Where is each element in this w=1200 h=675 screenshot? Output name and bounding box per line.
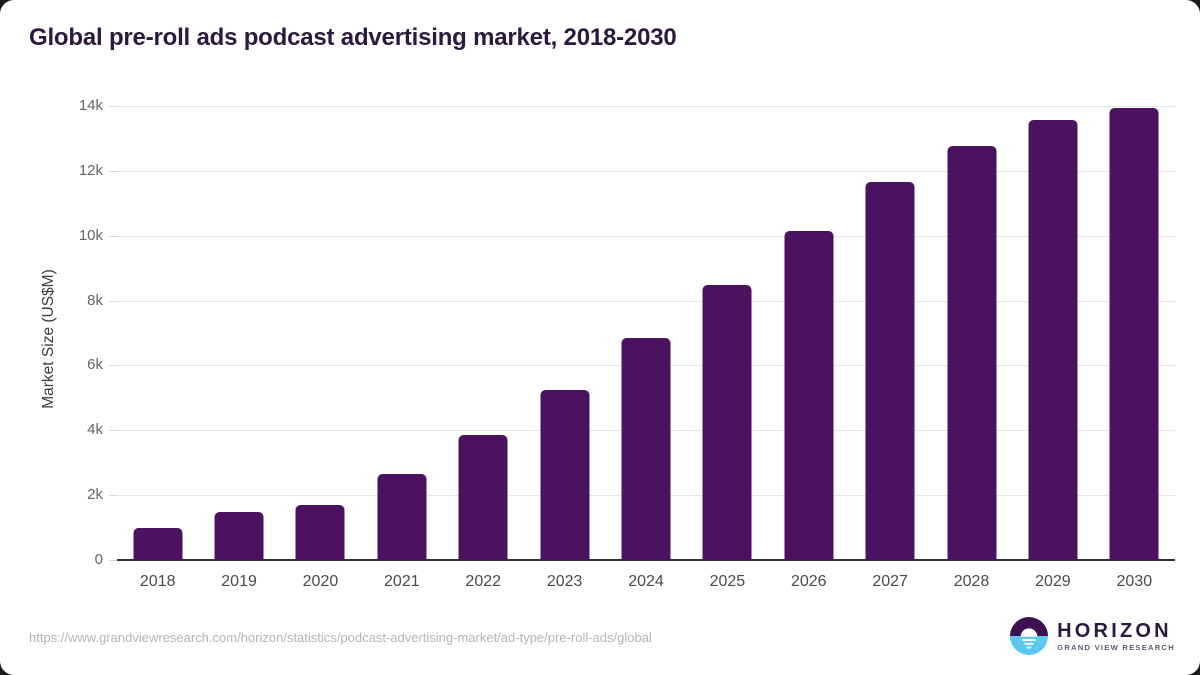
- bar-2027[interactable]: [865, 181, 915, 560]
- x-axis-tick-label-2030: 2030: [1116, 573, 1153, 590]
- x-axis-tick-label-2023: 2023: [546, 573, 583, 590]
- y-axis-tick-label: 10k: [78, 226, 103, 244]
- x-axis-line: [117, 559, 1175, 561]
- bar-2026[interactable]: [784, 231, 834, 560]
- logo-tagline: GRAND VIEW RESEARCH: [1057, 642, 1175, 652]
- y-tick-mark: [109, 430, 117, 432]
- bar-slot: [524, 106, 605, 560]
- source-url[interactable]: https://www.grandviewresearch.com/horizo…: [29, 630, 652, 645]
- y-axis-tick-label: 14k: [78, 97, 103, 114]
- bar-slot: [361, 106, 442, 560]
- y-tick-mark: [109, 300, 117, 302]
- x-axis-tick-label-2022: 2022: [465, 573, 502, 590]
- x-axis-tick-label-2028: 2028: [953, 573, 990, 590]
- y-tick-mark: [109, 106, 117, 107]
- x-axis-tick-label-2027: 2027: [872, 573, 908, 590]
- horizon-logo: HORIZON GRAND VIEW RESEARCH: [1010, 617, 1175, 655]
- bar-2030[interactable]: [1109, 107, 1159, 560]
- bar-slot: [443, 106, 524, 560]
- bar-slot: [605, 106, 686, 560]
- bar-slot: [117, 106, 198, 560]
- gridline: [117, 235, 1175, 237]
- bar-2028[interactable]: [947, 145, 997, 560]
- x-axis-tick-label-2021: 2021: [384, 573, 420, 590]
- x-axis-tick-label-2029: 2029: [1035, 573, 1071, 590]
- bars-group: [117, 106, 1175, 560]
- y-axis-title: Market Size (US$M): [40, 269, 57, 409]
- bar-slot: [931, 106, 1012, 560]
- x-axis-tick-label-2020: 2020: [302, 573, 339, 590]
- gridline: [117, 170, 1175, 172]
- y-axis-tick-label: 12k: [78, 161, 103, 179]
- page-title: Global pre-roll ads podcast advertising …: [29, 24, 677, 51]
- x-axis-tick-label-2026: 2026: [790, 573, 827, 590]
- y-tick-mark: [109, 495, 117, 497]
- bar-slot: [849, 106, 930, 560]
- x-axis-tick-label-2019: 2019: [221, 573, 257, 590]
- bar-2022[interactable]: [458, 435, 508, 560]
- gridline: [117, 106, 1175, 107]
- x-axis-tick-label-2018: 2018: [139, 573, 176, 590]
- bar-2024[interactable]: [621, 337, 671, 560]
- x-axis-tick-label-2025: 2025: [709, 573, 746, 590]
- x-axis-tick-label-2024: 2024: [628, 573, 664, 590]
- bar-slot: [1012, 106, 1093, 560]
- bar-2019[interactable]: [214, 511, 264, 560]
- y-axis-tick-label: 8k: [87, 291, 103, 309]
- y-axis-tick-label: 2k: [87, 486, 103, 504]
- bar-2023[interactable]: [540, 390, 590, 560]
- y-axis-tick-label: 0: [94, 551, 103, 568]
- logo-text-block: HORIZON GRAND VIEW RESEARCH: [1057, 621, 1175, 652]
- bar-slot: [687, 106, 768, 560]
- y-tick-mark: [109, 170, 117, 172]
- bar-2020[interactable]: [295, 504, 345, 560]
- bar-slot: [280, 106, 361, 560]
- horizon-sun-icon: [1010, 617, 1049, 655]
- bar-2021[interactable]: [377, 473, 427, 560]
- gridline: [117, 300, 1175, 302]
- y-tick-mark: [109, 365, 117, 367]
- y-axis-tick-label: 4k: [87, 421, 103, 439]
- bar-2029[interactable]: [1028, 119, 1078, 560]
- y-axis-tick-label: 6k: [87, 356, 103, 374]
- y-tick-mark: [109, 560, 117, 561]
- bar-slot: [768, 106, 849, 560]
- y-tick-mark: [109, 235, 117, 237]
- logo-name: HORIZON: [1057, 619, 1172, 642]
- bar-slot: [198, 106, 279, 560]
- bar-2018[interactable]: [133, 528, 183, 560]
- bar-2025[interactable]: [702, 284, 752, 560]
- bar-slot: [1094, 106, 1175, 560]
